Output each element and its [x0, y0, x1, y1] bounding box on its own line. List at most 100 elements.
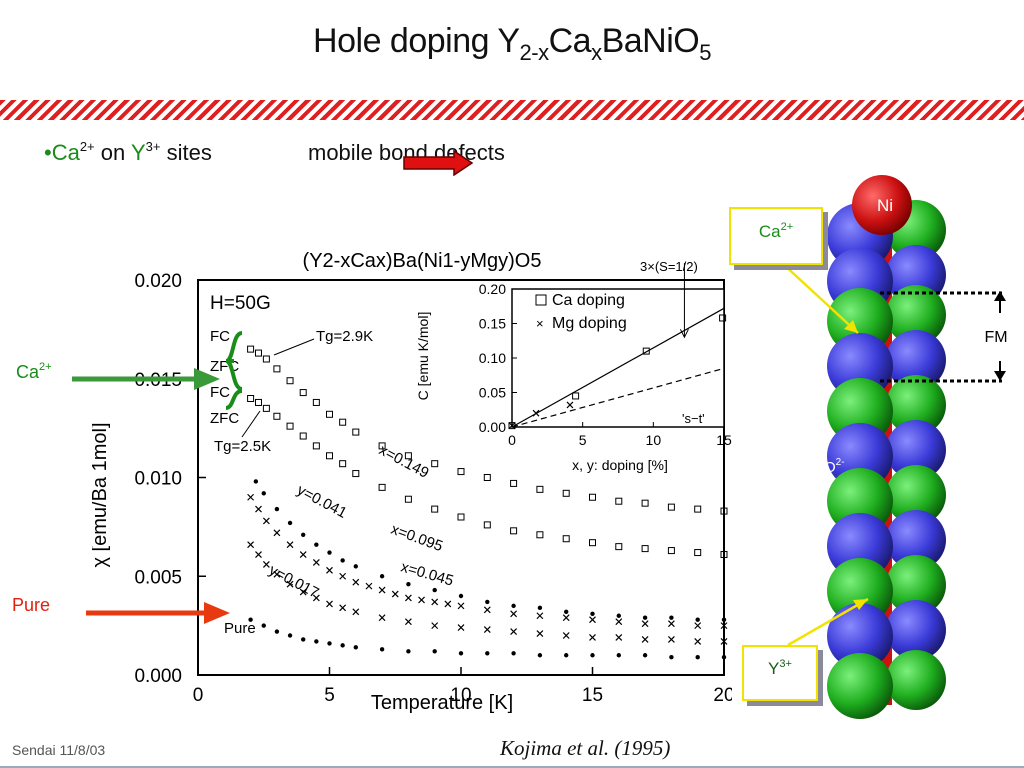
- annotation-x-0149: x=0.149: [376, 442, 431, 482]
- data-point: [273, 365, 281, 373]
- slide-title: Hole doping Y2-xCaxBaNiO5: [313, 22, 711, 65]
- y-tick-label: 0.005: [134, 567, 182, 588]
- annotation-zfc-lower: ZFC: [210, 410, 239, 427]
- atom-sphere: [886, 600, 946, 660]
- data-point: [510, 527, 518, 535]
- y-tick-label: 0.020: [134, 271, 182, 292]
- inset-legend-cross: ×: [536, 316, 544, 331]
- data-point: [299, 588, 307, 596]
- data-point: [404, 452, 412, 460]
- data-point: [326, 410, 333, 418]
- x-tick-label: 20: [713, 685, 732, 706]
- data-point: [286, 541, 294, 549]
- series-layer: [247, 345, 728, 660]
- data-point: [339, 418, 347, 426]
- data-point: [262, 404, 270, 412]
- data-point: [312, 442, 320, 450]
- data-point: [641, 499, 649, 507]
- inset-y-tick-label: 0.10: [479, 350, 506, 366]
- data-point: [326, 600, 333, 608]
- data-point: [327, 550, 332, 555]
- data-point: [301, 637, 306, 642]
- data-point: [667, 547, 675, 555]
- data-point: [589, 616, 596, 624]
- annotation-pure: Pure: [224, 620, 256, 637]
- o-label: O2-: [824, 457, 845, 476]
- field-label: H=50G: [210, 293, 271, 314]
- inset-y-label: C [emu K/mol]: [415, 312, 431, 401]
- y-tick-label: 0.010: [134, 469, 182, 490]
- x-tick-label: 15: [582, 685, 603, 706]
- inset-legend-square: [535, 294, 547, 306]
- atom-sphere: [886, 420, 946, 480]
- data-point: [339, 460, 347, 468]
- inset-data-point: [719, 314, 727, 322]
- data-point: [537, 605, 543, 611]
- ni-label: Ni: [877, 196, 893, 215]
- inset-annotation-st: 's−t': [682, 411, 705, 426]
- ca-doped-label: Ca2+: [16, 361, 52, 383]
- data-point: [352, 608, 360, 616]
- data-point: [562, 489, 570, 497]
- data-point: [247, 541, 255, 549]
- data-point: [720, 551, 728, 559]
- data-point: [695, 617, 700, 622]
- data-point: [432, 587, 437, 593]
- data-point: [720, 638, 728, 645]
- data-point: [511, 603, 516, 609]
- data-point: [432, 649, 437, 654]
- inset-x-tick-label: 15: [716, 432, 732, 448]
- data-point: [404, 495, 412, 503]
- data-point: [564, 609, 569, 614]
- data-point: [314, 639, 319, 644]
- inset-data-point: [642, 347, 650, 355]
- susceptibility-figure: (Y2-xCax)Ba(Ni1-yMgy)O5 0 5 10 15 20 0.000 0.0…: [89, 243, 735, 723]
- inset-data-point: [566, 401, 574, 409]
- tg25-pointer: [241, 410, 261, 438]
- data-point: [261, 623, 266, 628]
- annotation-tg-29: Tg=2.9K: [316, 328, 373, 345]
- chart-title: (Y2-xCax)Ba(Ni1-yMgy)O5: [303, 250, 542, 272]
- inset-annotation-3s: 3×(S=1/2): [640, 259, 698, 274]
- data-point: [536, 612, 544, 620]
- atom-sphere: [886, 285, 946, 345]
- data-point: [326, 452, 333, 460]
- footer-location-date: Sendai 11/8/03: [12, 742, 106, 758]
- inset-y-tick-label: 0.05: [479, 385, 506, 401]
- data-point: [457, 513, 465, 521]
- y-callout-box: Y3+: [742, 645, 818, 701]
- data-point: [641, 545, 649, 553]
- data-point: [326, 566, 333, 574]
- x-tick-label: 5: [324, 685, 335, 706]
- y-tick-label: 0.000: [134, 666, 182, 687]
- data-point: [641, 636, 649, 643]
- atom-sphere: [886, 465, 946, 525]
- data-point: [483, 626, 491, 633]
- data-point: [590, 611, 595, 616]
- data-point: [562, 614, 570, 622]
- data-point: [536, 630, 544, 637]
- data-point: [352, 428, 360, 436]
- ca-callout-leader: [781, 262, 859, 334]
- data-point: [457, 468, 465, 476]
- atom-sphere: [886, 555, 946, 615]
- susceptibility-chart: (Y2-xCax)Ba(Ni1-yMgy)O5 0 5 10 15 200.0000.0…: [89, 250, 735, 714]
- inset-data-point: [508, 422, 516, 430]
- data-point: [616, 613, 621, 618]
- data-point: [247, 395, 255, 402]
- data-point: [667, 503, 675, 511]
- data-point: [615, 618, 623, 626]
- fm-up-arrow-icon: [994, 291, 1006, 301]
- data-point: [379, 647, 385, 652]
- data-point: [312, 594, 320, 602]
- bullet-ca-on-y-sites: •Ca2+ on Y3+ sites: [44, 139, 212, 165]
- data-point: [536, 485, 544, 493]
- data-point: [339, 604, 347, 612]
- inset-y-tick-label: 0.00: [479, 419, 506, 435]
- data-point: [406, 581, 411, 587]
- data-point: [312, 559, 320, 566]
- inset-y-tick-label: 0.15: [479, 316, 506, 332]
- data-point: [694, 505, 702, 513]
- atom-sphere: [886, 650, 946, 710]
